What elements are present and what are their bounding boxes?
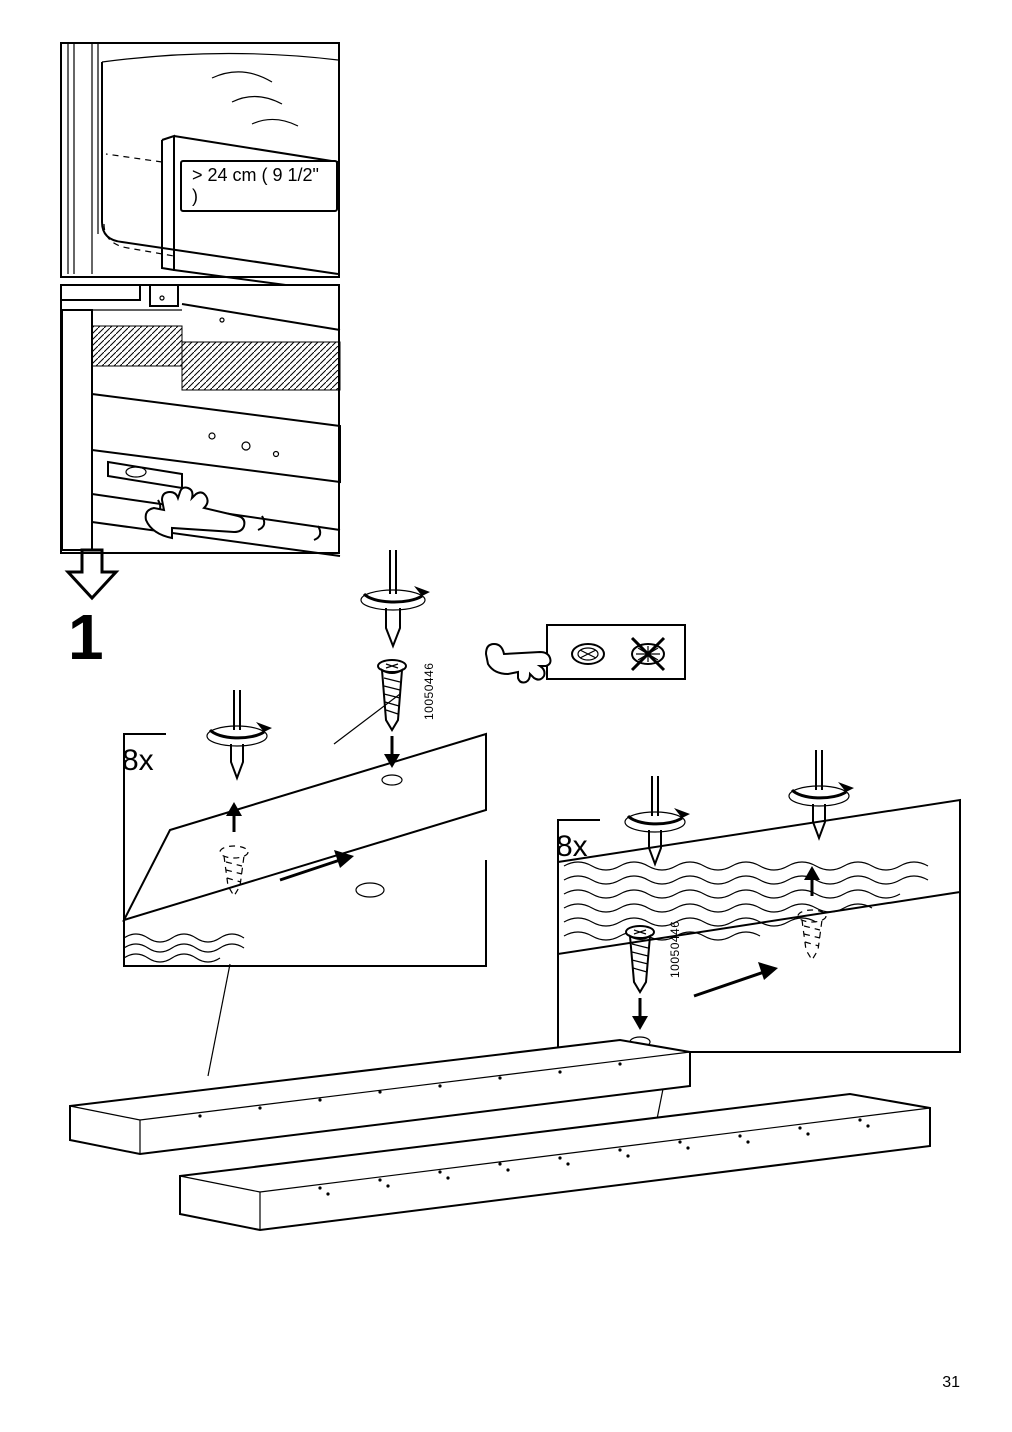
pointing-hand-icon [146, 488, 245, 539]
part-number-right: 10050446 [668, 921, 682, 978]
screw-icon-right [626, 926, 654, 1047]
frame-underside-illustration [62, 286, 342, 556]
planks-illustration [60, 1040, 950, 1320]
mattress-min-height-label: > 24 cm ( 9 1/2" ) [180, 160, 338, 212]
phillips-head-correct-icon [572, 644, 604, 664]
mattress-height-panel: > 24 cm ( 9 1/2" ) [60, 42, 340, 278]
screw-from-below-left [220, 802, 248, 896]
pointing-hand-orientation-icon [484, 630, 554, 680]
motion-arrow-right [694, 962, 778, 996]
wavy-face-right [564, 862, 928, 940]
wavy-edge-left [124, 934, 244, 962]
step-number: 1 [68, 600, 104, 674]
phillips-head-wrong-icon [632, 638, 664, 670]
down-arrow-icon [62, 546, 122, 606]
motion-arrow-left [280, 850, 354, 880]
screw-head-orientation-box [546, 624, 686, 680]
page-number: 31 [942, 1374, 960, 1392]
detail-left-panel [110, 690, 490, 970]
detail-right-panel [544, 776, 964, 1056]
screwdriver-left-icon [207, 690, 272, 778]
frame-underside-panel [60, 284, 340, 554]
